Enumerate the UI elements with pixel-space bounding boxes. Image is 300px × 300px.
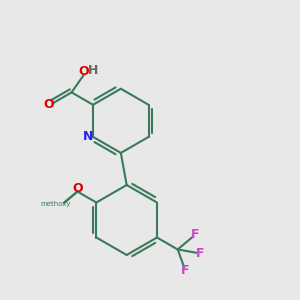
Text: H: H xyxy=(88,64,98,77)
Text: F: F xyxy=(191,228,200,241)
Text: O: O xyxy=(44,98,54,111)
Text: methoxy: methoxy xyxy=(40,201,71,207)
Text: O: O xyxy=(72,182,83,195)
Text: O: O xyxy=(78,65,89,78)
Text: N: N xyxy=(82,130,93,143)
Text: F: F xyxy=(196,247,204,260)
Text: F: F xyxy=(181,264,190,277)
